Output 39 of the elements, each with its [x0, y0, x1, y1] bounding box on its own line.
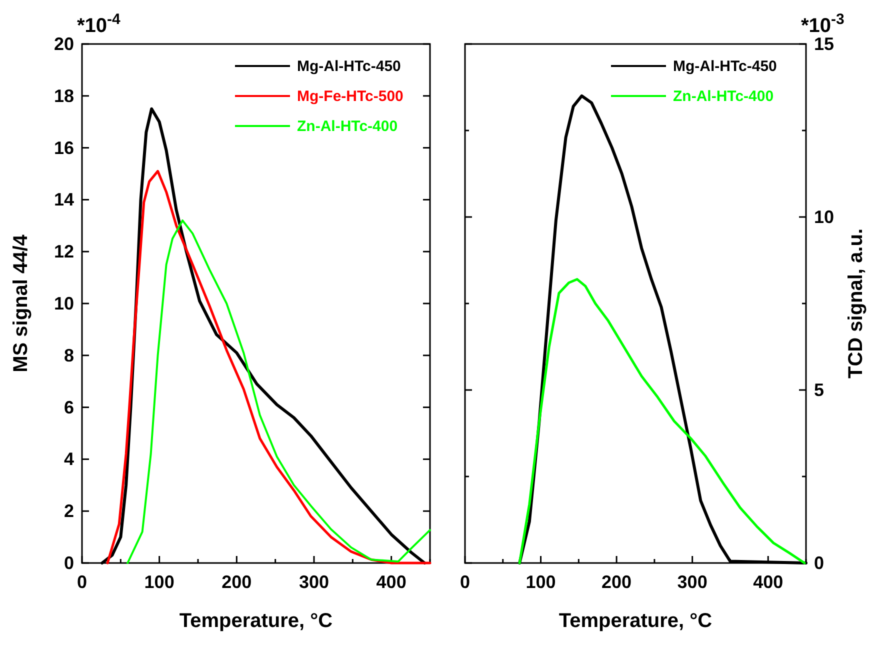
y-tick-label: 14	[54, 190, 74, 210]
line-series	[106, 170, 432, 564]
y2-axis-title: TCD signal, a.u.	[845, 228, 867, 379]
x-tick-label: 200	[602, 572, 632, 592]
x-tick-label: 400	[753, 572, 784, 592]
y-tick-label: 4	[64, 449, 74, 470]
x-tick-label: 0	[76, 572, 88, 592]
x-tick-label: 300	[298, 572, 330, 592]
y2-tick-label: 5	[814, 380, 824, 400]
y-axis-title: MS signal 44/4	[10, 234, 32, 372]
x-tick-label: 200	[222, 572, 252, 592]
legend-label: Mg-Al-HTc-450	[673, 58, 777, 75]
y2-tick-label: 10	[814, 207, 834, 227]
y-tick-label: 2	[64, 501, 74, 522]
x-tick-label: 400	[376, 572, 406, 592]
y-tick-label: 8	[64, 345, 74, 366]
y-tick-label: 6	[64, 397, 74, 418]
text: *10$^{-4}$	[77, 10, 122, 37]
x-tick-label: 100	[526, 572, 556, 592]
legend-label: Zn-Al-HTc-400	[297, 118, 398, 135]
x-axis-title: Temperature, °C	[558, 610, 712, 632]
y-tick-label: 12	[54, 242, 74, 262]
y-tick-label: 20	[54, 34, 74, 54]
x-tick-label: 100	[144, 572, 174, 592]
text: *10$^{-3}$	[801, 10, 844, 37]
line-series	[126, 219, 431, 564]
y-tick-label: 16	[54, 138, 74, 158]
legend-label: Mg-Al-HTc-450	[297, 58, 401, 75]
y2-tick-label: 0	[814, 553, 824, 573]
y2-tick-label: 15	[814, 34, 834, 54]
x-axis-title: Temperature, °C	[179, 610, 333, 632]
legend-label: Zn-Al-HTc-400	[673, 88, 774, 105]
y-tick-label: 18	[54, 86, 74, 106]
x-tick-label: 300	[677, 572, 708, 592]
y-tick-label: 0	[64, 553, 74, 573]
line-series	[518, 278, 806, 564]
legend-label: Mg-Fe-HTc-500	[297, 88, 404, 105]
x-tick-label: 0	[460, 572, 470, 592]
y-tick-label: 10	[54, 294, 74, 314]
